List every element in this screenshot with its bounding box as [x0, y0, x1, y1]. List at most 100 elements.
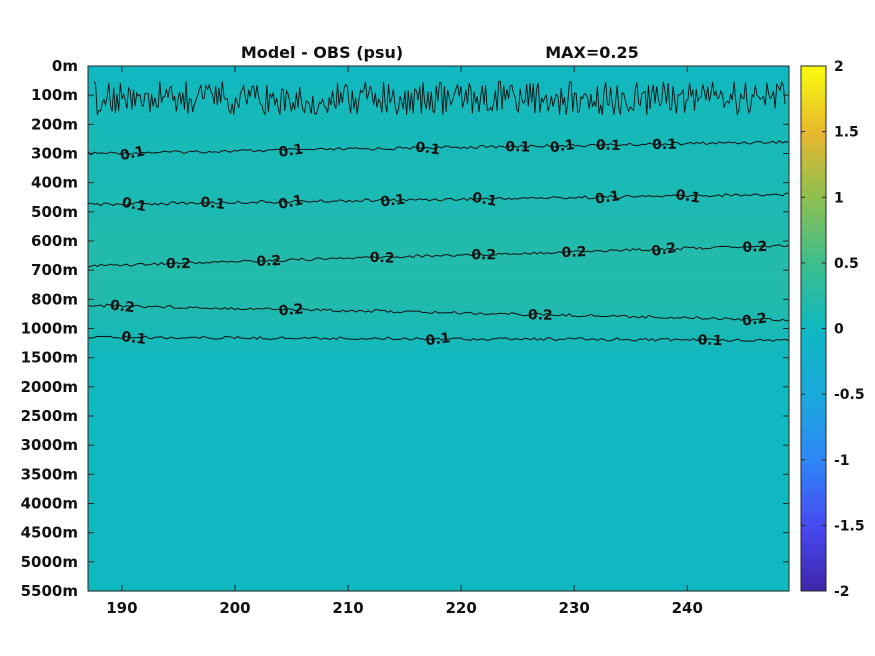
- heatmap-band: [88, 241, 789, 245]
- heatmap-band: [88, 576, 789, 580]
- heatmap-band: [88, 395, 789, 400]
- heatmap-band: [88, 378, 789, 382]
- heatmap-band: [88, 235, 789, 239]
- heatmap-band: [88, 553, 789, 557]
- heatmap-band: [88, 512, 789, 516]
- heatmap-band: [88, 494, 789, 499]
- heatmap-band: [88, 197, 789, 201]
- colorbar-tick-label: 0: [834, 322, 844, 338]
- heatmap-band: [88, 83, 789, 88]
- colorbar-tick-label: -0.5: [834, 387, 865, 403]
- contour-label: 0.2: [741, 310, 768, 329]
- heatmap-band: [88, 121, 789, 125]
- plot-area: 0.1 0.1 0.1 0.1 0.1 0.1 0.1 0.1 0.1 0.1 0.1 0.1 0.1 0…: [87, 65, 790, 592]
- heatmap-band: [88, 523, 789, 528]
- heatmap-band: [88, 267, 789, 271]
- heatmap-band: [88, 442, 789, 446]
- heatmap-band: [88, 258, 789, 263]
- heatmap-band: [88, 302, 789, 306]
- heatmap-band: [88, 98, 789, 102]
- heatmap-band: [88, 360, 789, 365]
- heatmap-band: [88, 518, 789, 522]
- heatmap-band: [88, 372, 789, 376]
- heatmap-band: [88, 544, 789, 548]
- heatmap-band: [88, 404, 789, 408]
- y-tick-label: 3000m: [21, 436, 78, 454]
- heatmap-band: [88, 529, 789, 534]
- colorbar: 2 1.5 1 0.5 0 -0.5 -1 -1.5 -2: [800, 59, 865, 600]
- contour-label: 0.1: [549, 137, 576, 156]
- heatmap-band: [88, 270, 789, 274]
- heatmap-band: [88, 506, 789, 510]
- heatmap-band: [88, 427, 789, 432]
- heatmap-band: [88, 165, 789, 169]
- heatmap-band: [88, 465, 789, 470]
- heatmap-band: [88, 203, 789, 207]
- heatmap-band: [88, 558, 789, 563]
- heatmap-band: [88, 585, 789, 589]
- heatmap-band: [88, 451, 789, 455]
- heatmap-band: [88, 308, 789, 312]
- contour-line: [87, 192, 789, 207]
- heatmap-band: [88, 273, 789, 277]
- colorbar-tick-label: 1.5: [834, 125, 859, 141]
- heatmap-band: [88, 488, 789, 493]
- chart-title: Model - OBS (psu): [241, 43, 403, 62]
- heatmap-band: [88, 322, 789, 327]
- heatmap-band: [88, 130, 789, 134]
- contour-line: [87, 303, 790, 322]
- heatmap-band: [88, 246, 789, 251]
- heatmap-band: [88, 150, 789, 155]
- heatmap-band: [88, 185, 789, 190]
- contour-label: 0.1: [594, 188, 621, 208]
- heatmap-band: [88, 567, 789, 572]
- heatmap-band: [88, 305, 789, 309]
- x-tick-label: 190: [106, 599, 137, 617]
- contour-label: 0.2: [742, 239, 768, 256]
- heatmap-band: [88, 421, 789, 426]
- colorbar-gradient: [801, 66, 826, 591]
- contour-label: 0.2: [561, 244, 586, 261]
- heatmap-band: [88, 124, 789, 128]
- heatmap-band: [88, 255, 789, 260]
- heatmap-band: [88, 284, 789, 289]
- heatmap-band: [88, 238, 789, 242]
- heatmap-band: [88, 497, 789, 502]
- contour-label: 0.1: [505, 139, 530, 156]
- x-axis: 190 200 210 220 230 240: [106, 66, 703, 617]
- y-tick-label: 700m: [31, 261, 78, 279]
- contour-label: 0.2: [256, 253, 281, 270]
- heatmap-band: [88, 401, 789, 405]
- contour-label: 0.1: [652, 137, 677, 153]
- heatmap-band: [88, 547, 789, 551]
- contour-label: 0.1: [277, 192, 305, 213]
- x-tick-label: 240: [672, 599, 703, 617]
- colorbar-tick-label: -2: [834, 584, 850, 600]
- heatmap-band: [88, 162, 789, 166]
- y-tick-label: 5500m: [21, 582, 78, 600]
- heatmap-band: [88, 416, 789, 420]
- heatmap-band: [88, 153, 789, 158]
- heatmap-band: [88, 168, 789, 172]
- heatmap-band: [88, 159, 789, 163]
- heatmap-band: [88, 156, 789, 160]
- heatmap-band: [88, 299, 789, 303]
- y-tick-label: 4500m: [21, 524, 78, 542]
- heatmap-band: [88, 526, 789, 531]
- x-tick-label: 210: [332, 599, 363, 617]
- colorbar-ticks: 2 1.5 1 0.5 0 -0.5 -1 -1.5 -2: [801, 59, 865, 600]
- heatmap-band: [88, 334, 789, 338]
- heatmap-band: [88, 223, 789, 228]
- contour-label: 0.2: [650, 240, 677, 260]
- heatmap-band: [88, 468, 789, 473]
- heatmap-band: [88, 579, 789, 583]
- heatmap-band: [88, 348, 789, 353]
- contour-label: 0.1: [674, 187, 701, 207]
- contour-label: 0.2: [369, 250, 394, 267]
- heatmap-band: [88, 71, 789, 76]
- heatmap-band: [88, 491, 789, 496]
- heatmap-band: [88, 211, 789, 216]
- heatmap-band: [88, 232, 789, 236]
- heatmap-band: [88, 407, 789, 411]
